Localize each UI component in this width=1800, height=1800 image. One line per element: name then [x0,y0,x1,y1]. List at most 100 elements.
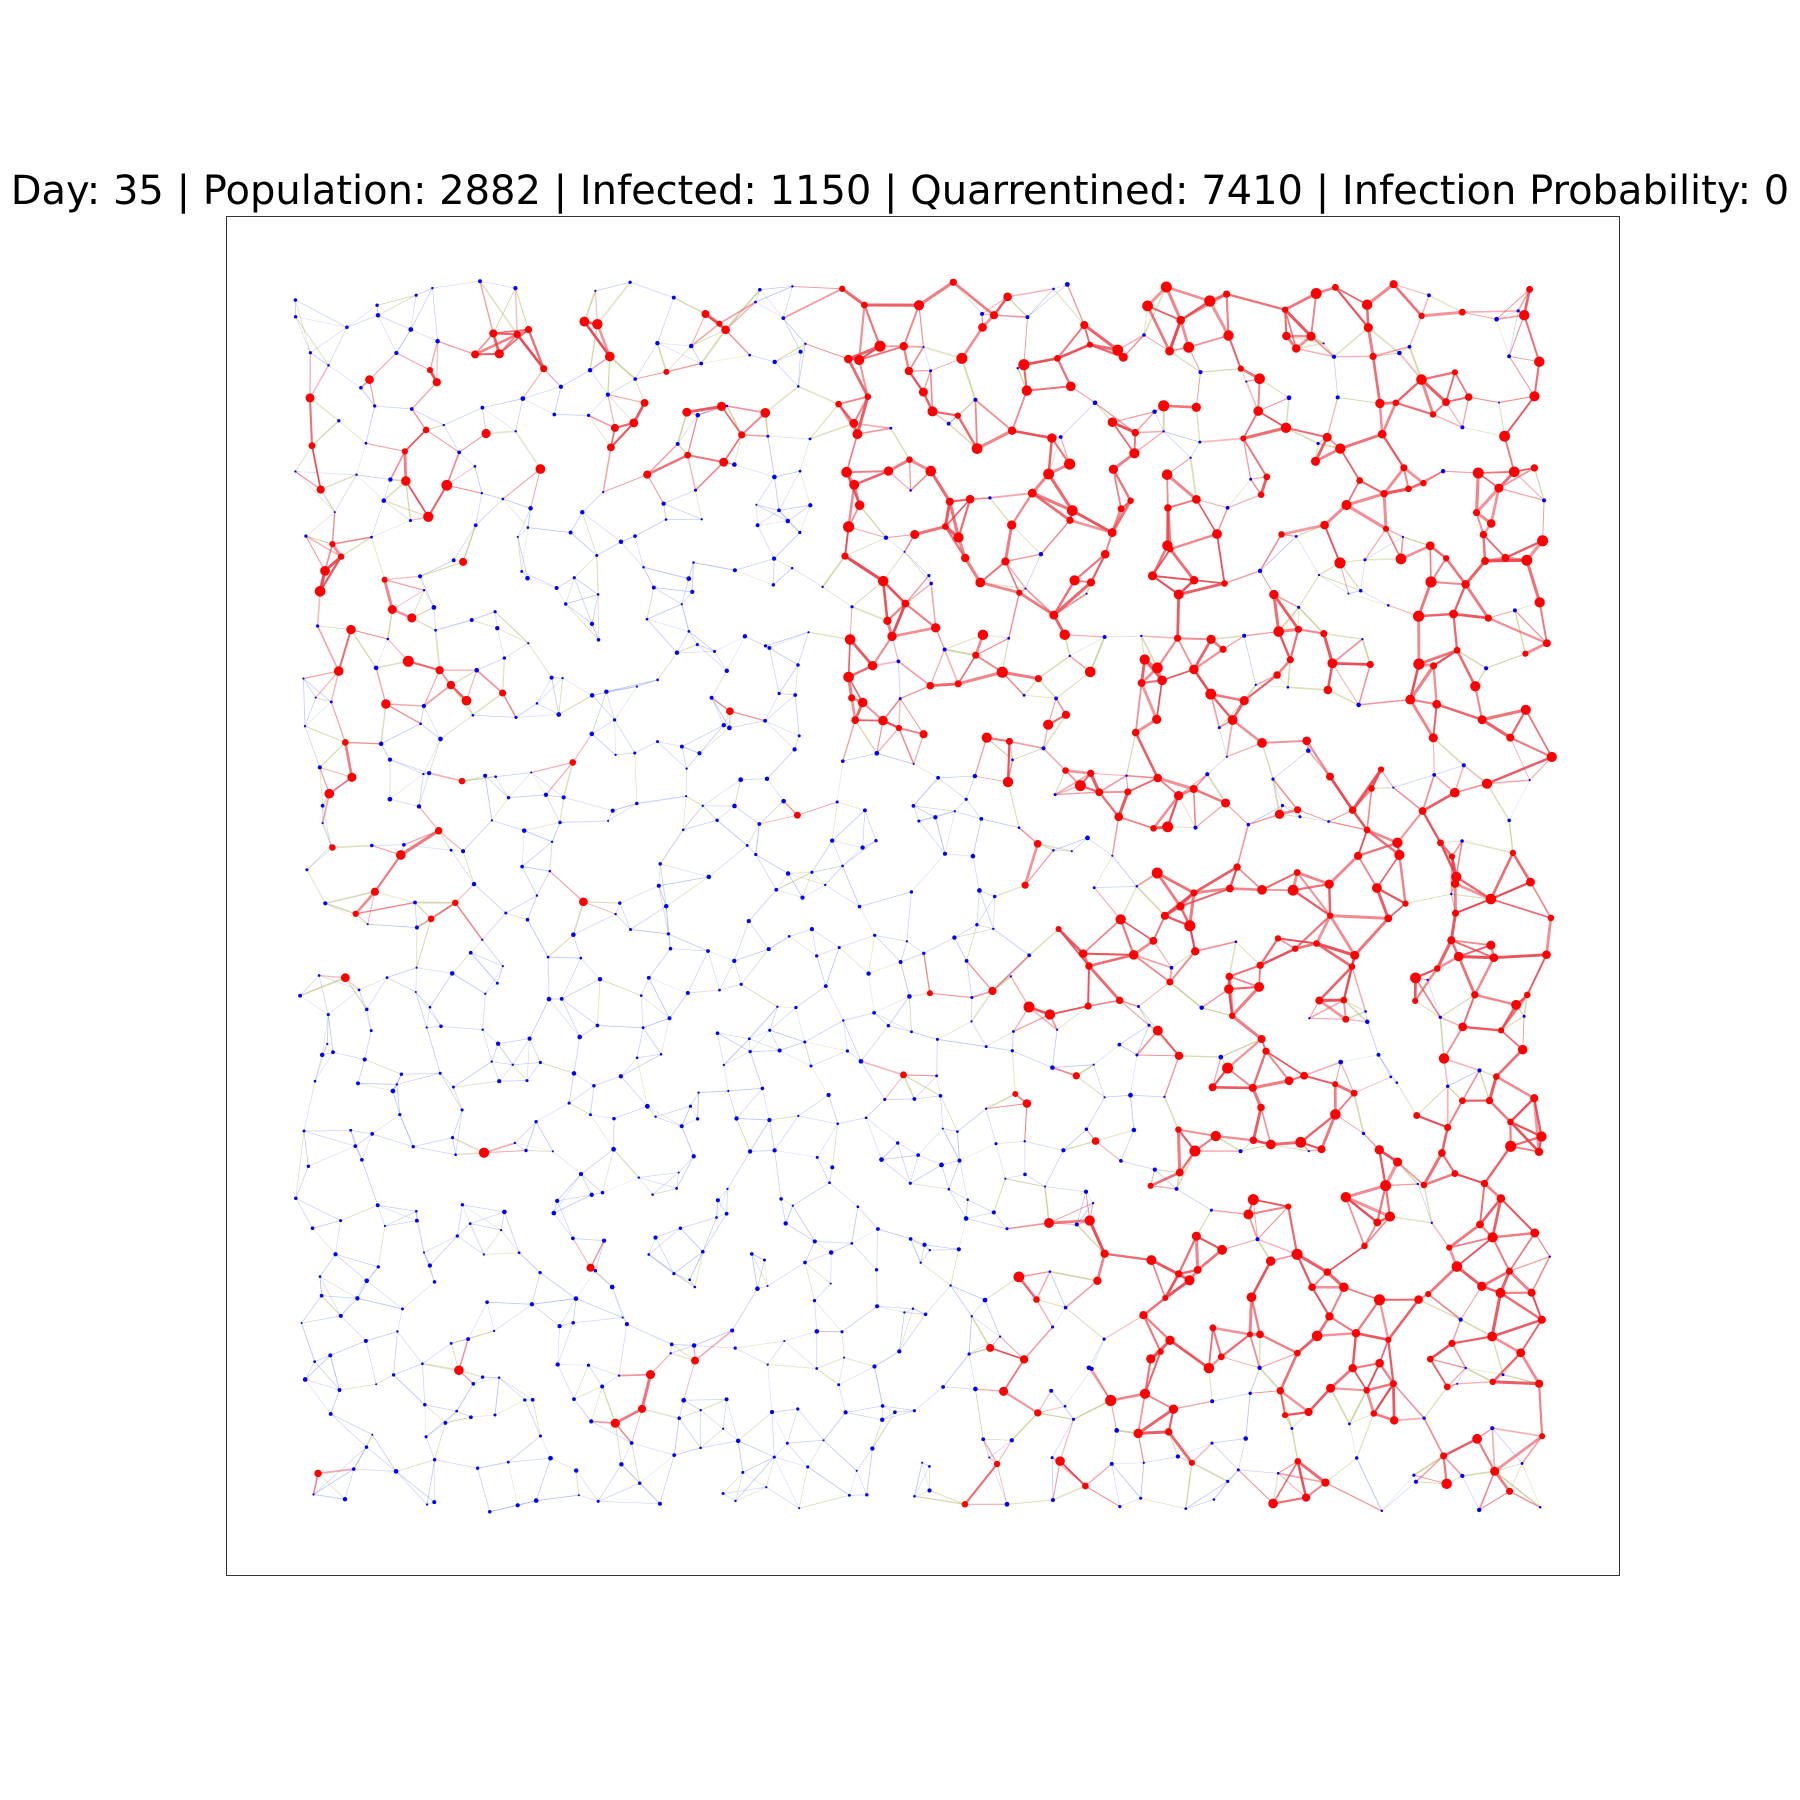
mixed-contact-edge [1244,630,1279,637]
healthy-contact-edge [330,1413,367,1448]
healthy-contact-edge [524,1399,541,1437]
mixed-contact-edge [902,1074,916,1100]
infected-node [989,311,999,320]
infected-node [1487,1331,1497,1342]
healthy-contact-edge [357,1059,365,1084]
infected-node [1174,634,1182,642]
infected-node [1222,290,1231,298]
healthy-node [766,434,770,438]
healthy-contact-edge [737,1411,773,1442]
mixed-contact-edge [1009,740,1044,750]
healthy-contact-edge [701,354,750,364]
infected-node [1286,656,1294,664]
healthy-contact-edge [471,619,498,629]
healthy-node [515,1503,520,1508]
healthy-node [572,576,576,580]
infected-node [1203,1362,1215,1374]
healthy-contact-edge [956,1131,960,1161]
infected-node [1018,359,1030,371]
healthy-contact-edge [1051,1457,1054,1501]
infected-node [1262,1047,1270,1055]
healthy-contact-edge [942,1128,960,1161]
healthy-contact-edge [1027,284,1068,318]
healthy-contact-edge [950,1285,986,1301]
infected-contact-edge [1194,579,1225,585]
healthy-contact-edge [384,1220,417,1227]
infected-node [1450,879,1460,888]
mixed-contact-edge [325,902,356,915]
infected-contact-edge [343,742,354,778]
infected-node [1165,346,1174,356]
healthy-contact-edge [565,603,593,625]
mixed-contact-edge [1298,606,1325,635]
healthy-contact-edge [372,1114,400,1135]
mixed-contact-edge [1173,1400,1213,1410]
mixed-contact-edge [1337,396,1380,404]
healthy-node [735,1438,741,1444]
healthy-contact-edge [771,1412,775,1458]
infected-contact-edge [1284,309,1288,337]
healthy-contact-edge [357,1083,393,1092]
healthy-contact-edge [453,1080,500,1088]
healthy-node [548,869,552,873]
healthy-contact-edge [522,386,562,399]
healthy-contact-edge [657,652,678,681]
healthy-node [963,1216,969,1221]
mixed-contact-edge [1461,840,1514,854]
mixed-contact-edge [1509,1463,1523,1492]
mixed-contact-edge [1486,783,1510,821]
healthy-contact-edge [851,1206,859,1244]
infected-node [1082,1482,1089,1490]
healthy-contact-edge [816,1368,839,1386]
mixed-contact-edge [332,844,372,849]
healthy-contact-edge [413,1146,456,1156]
infected-node [1274,935,1282,942]
healthy-contact-edge [856,1470,868,1495]
healthy-contact-edge [508,1457,551,1463]
infected-contact-edge [1489,487,1501,524]
healthy-contact-edge [750,1030,770,1052]
healthy-contact-edge [849,1470,857,1496]
mixed-contact-edge [929,1489,966,1505]
healthy-contact-edge [691,562,694,592]
healthy-contact-edge [871,1419,883,1449]
infected-node [579,316,590,327]
healthy-node [619,1462,624,1467]
healthy-contact-edge [831,801,838,841]
mixed-contact-edge [1048,436,1062,475]
infected-node [1007,426,1017,435]
healthy-contact-edge [414,902,418,928]
healthy-node [1092,886,1096,890]
healthy-node [956,1130,959,1133]
healthy-contact-edge [847,1050,862,1062]
healthy-node [1210,1399,1215,1404]
healthy-node [600,1190,605,1195]
healthy-contact-edge [873,1012,889,1027]
healthy-node [669,1352,672,1355]
healthy-contact-edge [557,1322,574,1365]
healthy-contact-edge [615,752,635,756]
healthy-contact-edge [910,1238,931,1251]
infected-contact-edge [1220,1333,1251,1358]
healthy-node [916,1153,921,1157]
healthy-contact-edge [711,670,728,698]
healthy-node [1103,1096,1106,1099]
healthy-contact-edge [791,567,823,588]
healthy-node [1064,282,1070,287]
healthy-contact-edge [673,1251,704,1274]
infected-contact-edge [1339,448,1361,481]
infected-node [1458,1022,1468,1032]
mixed-contact-edge [1509,1490,1541,1508]
healthy-contact-edge [1111,1430,1118,1464]
healthy-contact-edge [689,1279,696,1288]
infected-contact-edge [1322,633,1334,664]
healthy-contact-edge [470,1414,496,1418]
healthy-contact-edge [694,1345,736,1349]
healthy-node [495,981,499,985]
mixed-contact-edge [392,589,425,610]
infected-contact-edge [918,280,955,307]
healthy-contact-edge [872,1411,896,1449]
healthy-contact-edge [750,1149,775,1152]
healthy-contact-edge [985,1108,997,1144]
healthy-contact-edge [723,1038,750,1066]
